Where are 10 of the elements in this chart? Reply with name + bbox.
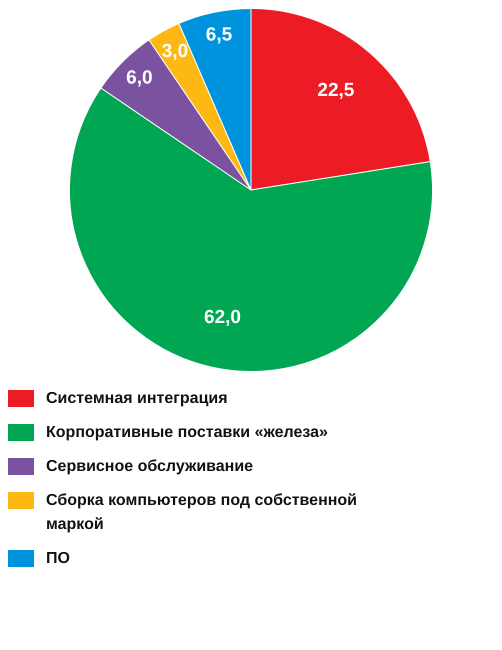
data-label: 3,0 <box>162 40 188 62</box>
legend-label: ПО <box>46 549 70 569</box>
legend-label: Сервисное обслуживание <box>46 457 254 477</box>
data-label: 62,0 <box>204 306 241 328</box>
data-label: 6,0 <box>126 68 153 89</box>
data-label: 22,5 <box>317 80 355 101</box>
legend-label: Корпоративные поставки «железа» <box>46 423 328 443</box>
legend-label: Системная интеграция <box>46 389 228 409</box>
data-label: 6,5 <box>206 24 233 46</box>
legend-label: Сборка компьютеров под собственной маркой <box>46 491 358 535</box>
